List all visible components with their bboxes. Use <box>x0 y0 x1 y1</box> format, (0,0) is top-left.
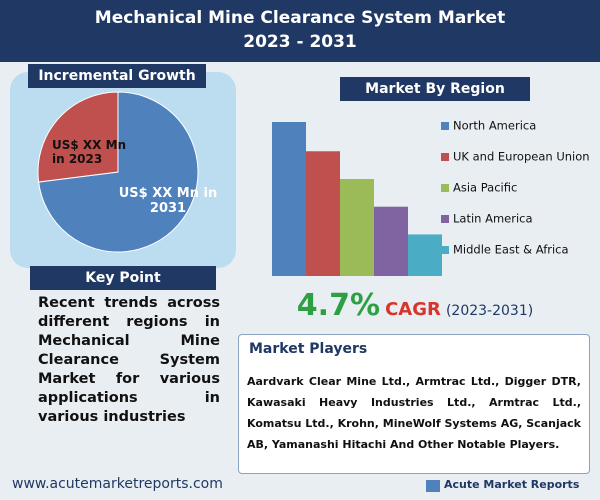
cagr-label: CAGR <box>385 299 441 320</box>
bar-title: Market By Region <box>340 77 530 101</box>
legend-swatch <box>441 246 449 254</box>
cagr-value: 4.7% <box>296 288 380 323</box>
pie-title: Incremental Growth <box>28 64 206 88</box>
header: Mechanical Mine Clearance System Market … <box>0 6 600 54</box>
legend-label: Asia Pacific <box>453 181 517 195</box>
legend-label: North America <box>453 119 536 133</box>
legend-swatch <box>441 184 449 192</box>
footer-url: www.acutemarketreports.com <box>12 476 223 492</box>
title: Mechanical Mine Clearance System Market <box>94 8 506 28</box>
players-text: Aardvark Clear Mine Ltd., Armtrac Ltd., … <box>247 375 581 451</box>
header-band <box>0 0 600 62</box>
legend-label: Middle East & Africa <box>453 243 569 257</box>
cagr: 4.7% CAGR (2023-2031) <box>250 288 580 323</box>
footer-logo: Acute Market Reports <box>444 478 580 491</box>
slice-label: US$ XX Mn in 2023 <box>52 138 127 166</box>
legend-label: Latin America <box>453 212 533 226</box>
slice-label: US$ XX Mn in 2031 <box>118 186 218 216</box>
bar <box>374 206 408 276</box>
bar <box>306 151 340 276</box>
subtitle: 2023 - 2031 <box>243 32 357 52</box>
players-title: Market Players <box>249 341 368 357</box>
bar <box>408 234 442 276</box>
legend-swatch <box>441 153 449 161</box>
legend-label: UK and European Union <box>453 150 590 164</box>
bar <box>272 122 306 276</box>
legend-swatch <box>441 122 449 130</box>
key-point-text: Recent trends across different regions i… <box>38 295 220 425</box>
players-box: Market Players Aardvark Clear Mine Ltd.,… <box>238 334 590 474</box>
cagr-period: (2023-2031) <box>445 303 534 319</box>
legend-swatch <box>441 215 449 223</box>
bar <box>340 178 374 276</box>
pie-slice <box>37 91 119 183</box>
key-point-title: Key Point <box>30 266 216 290</box>
logo-icon <box>426 480 440 492</box>
